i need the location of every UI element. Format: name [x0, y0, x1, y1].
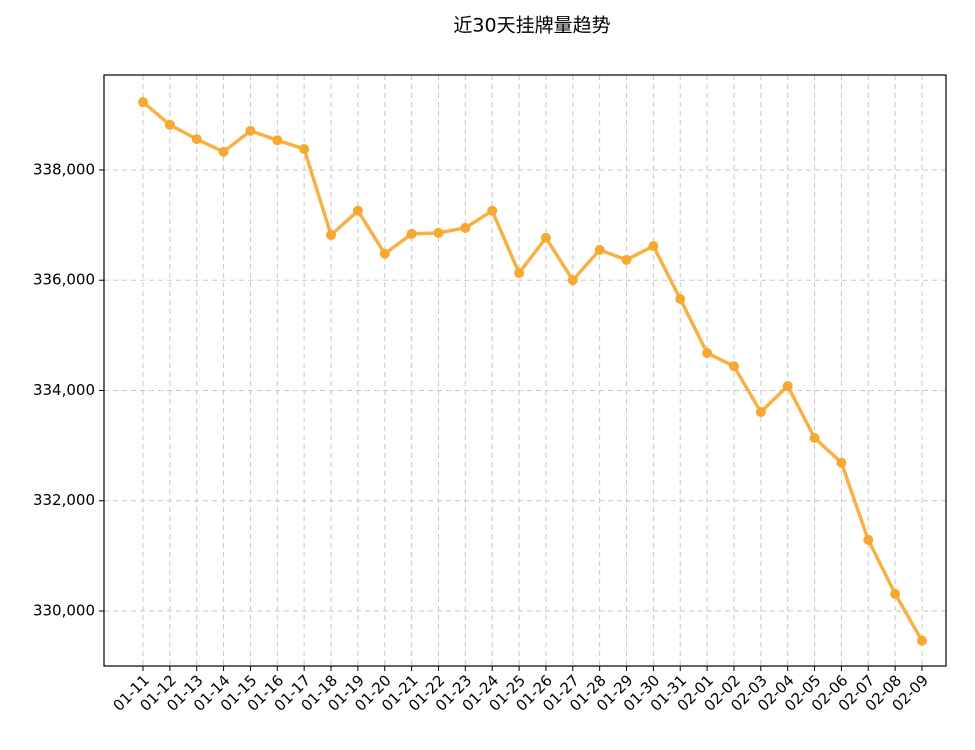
- point: [487, 205, 498, 216]
- point: [191, 134, 202, 145]
- point: [863, 534, 874, 545]
- point: [702, 347, 713, 358]
- y-tick-label: 332,000: [33, 491, 95, 509]
- point: [138, 97, 148, 108]
- point: [621, 254, 632, 265]
- point: [675, 293, 686, 304]
- point: [594, 244, 605, 255]
- y-tick-label: 330,000: [33, 601, 95, 619]
- point: [648, 241, 659, 252]
- point: [326, 230, 337, 241]
- point: [299, 144, 310, 155]
- point: [755, 406, 766, 417]
- y-tick-label: 336,000: [33, 271, 95, 289]
- point: [836, 457, 847, 468]
- point: [460, 222, 471, 233]
- point: [433, 227, 444, 238]
- point: [379, 248, 390, 259]
- point: [890, 588, 901, 599]
- point: [917, 635, 927, 646]
- point: [352, 205, 363, 216]
- point: [728, 361, 739, 372]
- point: [164, 119, 175, 130]
- point: [567, 275, 578, 286]
- point: [245, 125, 256, 136]
- plot-frame: [103, 74, 947, 667]
- y-tick-label: 338,000: [33, 160, 95, 178]
- point: [514, 268, 525, 279]
- line: [141, 100, 924, 642]
- point: [272, 135, 283, 146]
- point: [809, 432, 820, 443]
- point: [540, 232, 551, 243]
- y-tick-label: 334,000: [33, 381, 95, 399]
- chart-title: 近30天挂牌量趋势: [453, 15, 610, 37]
- point: [406, 228, 417, 239]
- point: [218, 146, 229, 157]
- point: [782, 381, 793, 392]
